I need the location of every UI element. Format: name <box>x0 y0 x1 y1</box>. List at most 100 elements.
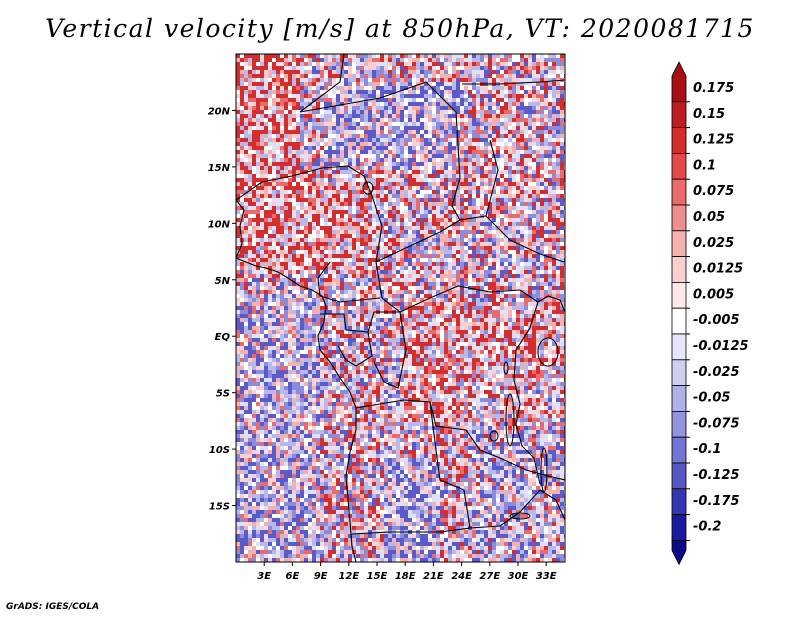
field-cell <box>532 186 536 190</box>
field-cell <box>280 178 284 182</box>
field-cell <box>296 166 300 170</box>
field-cell <box>368 194 372 198</box>
field-cell <box>408 190 412 194</box>
field-cell <box>312 206 316 210</box>
field-cell <box>236 126 240 130</box>
field-cell <box>280 62 284 66</box>
field-cell <box>552 262 556 266</box>
field-cell <box>548 158 552 162</box>
field-cell <box>248 70 252 74</box>
field-cell <box>236 142 240 146</box>
field-cell <box>424 230 428 234</box>
field-cell <box>520 186 524 190</box>
field-cell <box>328 74 332 78</box>
field-cell <box>492 286 496 290</box>
field-cell <box>296 58 300 62</box>
field-cell <box>416 170 420 174</box>
field-cell <box>280 146 284 150</box>
field-cell <box>264 198 268 202</box>
field-cell <box>520 70 524 74</box>
field-cell <box>380 254 384 258</box>
field-cell <box>492 178 496 182</box>
field-cell <box>476 198 480 202</box>
field-cell <box>312 278 316 282</box>
field-cell <box>236 98 240 102</box>
field-cell <box>284 138 288 142</box>
field-cell <box>476 102 480 106</box>
field-cell <box>496 110 500 114</box>
field-cell <box>236 62 240 66</box>
field-cell <box>376 214 380 218</box>
field-cell <box>252 58 256 62</box>
field-cell <box>496 190 500 194</box>
field-cell <box>268 162 272 166</box>
field-cell <box>488 254 492 258</box>
field-cell <box>280 278 284 282</box>
field-cell <box>508 178 512 182</box>
field-cell <box>240 158 244 162</box>
field-cell <box>512 178 516 182</box>
field-cell <box>292 218 296 222</box>
field-cell <box>440 154 444 158</box>
field-cell <box>404 142 408 146</box>
field-cell <box>484 134 488 138</box>
field-cell <box>384 246 388 250</box>
field-cell <box>308 74 312 78</box>
field-cell <box>304 262 308 266</box>
field-cell <box>324 170 328 174</box>
field-cell <box>408 78 412 82</box>
field-cell <box>324 262 328 266</box>
field-cell <box>364 134 368 138</box>
field-cell <box>364 194 368 198</box>
field-cell <box>516 170 520 174</box>
field-cell <box>308 90 312 94</box>
field-cell <box>504 114 508 118</box>
field-cell <box>556 286 560 290</box>
field-cell <box>308 162 312 166</box>
field-cell <box>272 122 276 126</box>
field-cell <box>440 170 444 174</box>
field-cell <box>416 198 420 202</box>
field-cell <box>324 142 328 146</box>
field-cell <box>380 86 384 90</box>
field-cell <box>372 58 376 62</box>
field-cell <box>528 234 532 238</box>
field-cell <box>444 282 448 286</box>
field-cell <box>308 206 312 210</box>
field-cell <box>240 254 244 258</box>
field-cell <box>248 190 252 194</box>
field-cell <box>276 122 280 126</box>
field-cell <box>420 246 424 250</box>
field-cell <box>420 254 424 258</box>
field-cell <box>364 110 368 114</box>
field-cell <box>488 278 492 282</box>
field-cell <box>448 158 452 162</box>
field-cell <box>336 114 340 118</box>
field-cell <box>480 86 484 90</box>
field-cell <box>516 142 520 146</box>
field-cell <box>536 74 540 78</box>
field-cell <box>412 174 416 178</box>
field-cell <box>460 54 464 58</box>
field-cell <box>324 122 328 126</box>
field-cell <box>560 194 564 198</box>
field-cell <box>392 250 396 254</box>
field-cell <box>252 142 256 146</box>
field-cell <box>476 218 480 222</box>
field-cell <box>520 230 524 234</box>
field-cell <box>508 250 512 254</box>
field-cell <box>532 214 536 218</box>
field-cell <box>276 266 280 270</box>
field-cell <box>552 122 556 126</box>
field-cell <box>512 290 516 294</box>
field-cell <box>468 230 472 234</box>
field-cell <box>336 62 340 66</box>
field-cell <box>344 90 348 94</box>
field-cell <box>296 238 300 242</box>
field-cell <box>452 214 456 218</box>
field-cell <box>380 186 384 190</box>
field-cell <box>552 74 556 78</box>
field-cell <box>340 186 344 190</box>
field-cell <box>288 222 292 226</box>
field-cell <box>328 210 332 214</box>
